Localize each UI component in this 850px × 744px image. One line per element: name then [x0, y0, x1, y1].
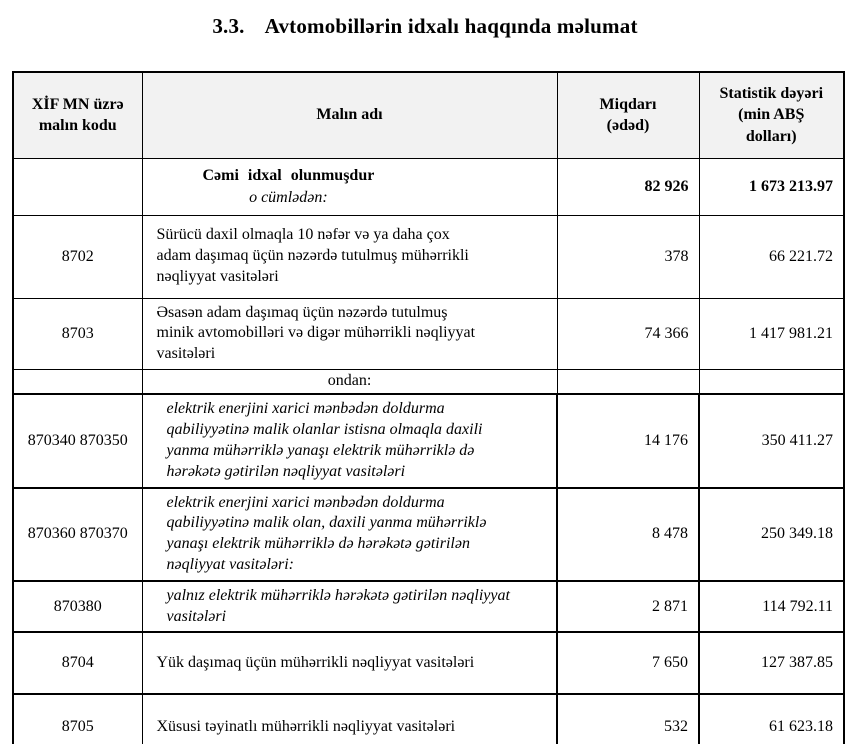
cell-quantity: 378: [556, 214, 700, 299]
cell-value: 1 417 981.21: [698, 297, 845, 370]
cell-value: 127 387.85: [698, 631, 845, 695]
table-row-870340-870350: 870340 870350 elektrik enerjini xarici m…: [12, 393, 845, 489]
cell-quantity: 532: [556, 693, 700, 744]
cell-value: 250 349.18: [698, 486, 845, 582]
cell-name: Cəmi idxal olunmuşdur o cümlədən:: [141, 157, 558, 216]
cell-name: elektrik enerjini xarici mənbədən doldur…: [141, 393, 558, 489]
table-row-8704: 8704 Yük daşımaq üçün mühərrikli nəqliyy…: [12, 631, 845, 695]
cell-code: [12, 157, 143, 216]
page-title: 3.3. Avtomobillərin idxalı haqqında məlum…: [0, 14, 850, 39]
cell-code: 8704: [12, 631, 143, 695]
cell-name: Əsasən adam daşımaq üçün nəzərdə tutulmu…: [141, 297, 558, 370]
cell-name: Xüsusi təyinatlı mühərrikli nəqliyyat va…: [141, 693, 558, 744]
cell-quantity: [556, 368, 700, 395]
header-value-column: Statistik dəyəri (min ABŞ dolları): [698, 71, 845, 159]
table-row-8705: 8705 Xüsusi təyinatlı mühərrikli nəqliyy…: [12, 693, 845, 744]
cell-code: [12, 368, 143, 395]
header-code-column: XİF MN üzrə malın kodu: [12, 71, 143, 159]
cell-code: 8703: [12, 297, 143, 370]
cell-name: Yük daşımaq üçün mühərrikli nəqliyyat va…: [141, 631, 558, 695]
cell-quantity: 8 478: [556, 486, 700, 582]
cell-name: elektrik enerjini xarici mənbədən doldur…: [141, 486, 558, 582]
cell-value: 114 792.11: [698, 579, 845, 633]
cell-value: 350 411.27: [698, 393, 845, 489]
cell-quantity: 82 926: [556, 157, 700, 216]
header-name-column: Malın adı: [141, 71, 558, 159]
table-row-8703: 8703 Əsasən adam daşımaq üçün nəzərdə tu…: [12, 297, 845, 370]
header-quantity-column: Miqdarı (ədəd): [556, 71, 700, 159]
cell-value: 1 673 213.97: [698, 157, 845, 216]
table-row-ondan: ondan:: [12, 368, 845, 395]
total-sublabel: o cümlədən:: [249, 188, 328, 206]
import-table: XİF MN üzrə malın kodu Malın adı Miqdarı…: [12, 71, 845, 744]
cell-quantity: 7 650: [556, 631, 700, 695]
table-row-total: Cəmi idxal olunmuşdur o cümlədən: 82 926…: [12, 157, 845, 216]
total-block: Cəmi idxal olunmuşdur o cümlədən:: [203, 165, 375, 208]
cell-code: 8702: [12, 214, 143, 299]
total-label: Cəmi idxal olunmuşdur: [202, 166, 375, 184]
cell-code: 870340 870350: [12, 393, 143, 489]
document-page: 3.3. Avtomobillərin idxalı haqqında məlum…: [0, 14, 850, 744]
table-header-row: XİF MN üzrə malın kodu Malın adı Miqdarı…: [12, 71, 845, 159]
cell-code: 8705: [12, 693, 143, 744]
cell-value: [698, 368, 845, 395]
cell-value: 61 623.18: [698, 693, 845, 744]
cell-name: Sürücü daxil olmaqla 10 nəfər və ya daha…: [141, 214, 558, 299]
cell-code: 870380: [12, 579, 143, 633]
cell-quantity: 14 176: [556, 393, 700, 489]
title-text: Avtomobillərin idxalı haqqında məlumat: [264, 14, 638, 38]
cell-code: 870360 870370: [12, 486, 143, 582]
section-number: 3.3.: [212, 14, 245, 38]
table-row-870380: 870380 yalnız elektrik mühərriklə hərəkə…: [12, 579, 845, 633]
cell-value: 66 221.72: [698, 214, 845, 299]
cell-name: ondan:: [141, 368, 558, 395]
cell-quantity: 74 366: [556, 297, 700, 370]
table-row-870360-870370: 870360 870370 elektrik enerjini xarici m…: [12, 486, 845, 582]
cell-name: yalnız elektrik mühərriklə hərəkətə gəti…: [141, 579, 558, 633]
cell-quantity: 2 871: [556, 579, 700, 633]
table-row-8702: 8702 Sürücü daxil olmaqla 10 nəfər və ya…: [12, 214, 845, 299]
